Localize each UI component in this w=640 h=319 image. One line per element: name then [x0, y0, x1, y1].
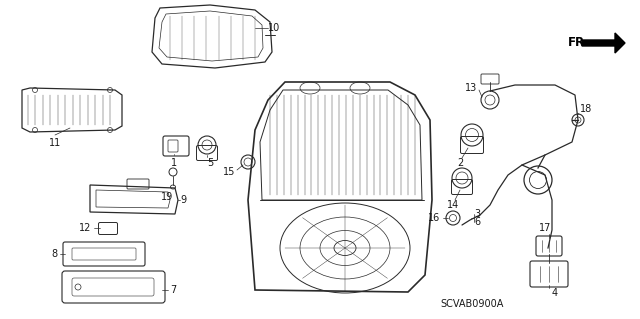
Text: 6: 6 — [474, 217, 480, 227]
Text: 10: 10 — [268, 23, 280, 33]
Text: 19: 19 — [161, 192, 173, 202]
Text: 7: 7 — [170, 285, 176, 295]
Text: FR.: FR. — [568, 36, 590, 49]
Text: 9: 9 — [180, 195, 186, 205]
Text: 4: 4 — [552, 288, 558, 298]
Text: SCVAB0900A: SCVAB0900A — [440, 299, 504, 309]
Text: 5: 5 — [207, 158, 213, 168]
Text: 17: 17 — [539, 223, 551, 233]
Text: 14: 14 — [447, 200, 459, 210]
Polygon shape — [582, 33, 625, 53]
Text: 11: 11 — [49, 138, 61, 148]
Text: 13: 13 — [465, 83, 477, 93]
Text: 2: 2 — [457, 158, 463, 168]
Text: 3: 3 — [474, 209, 480, 219]
Text: 15: 15 — [223, 167, 235, 177]
Text: 12: 12 — [79, 223, 91, 233]
Text: 8: 8 — [52, 249, 58, 259]
Text: 18: 18 — [580, 104, 592, 114]
Text: 16: 16 — [428, 213, 440, 223]
Text: 1: 1 — [171, 158, 177, 168]
